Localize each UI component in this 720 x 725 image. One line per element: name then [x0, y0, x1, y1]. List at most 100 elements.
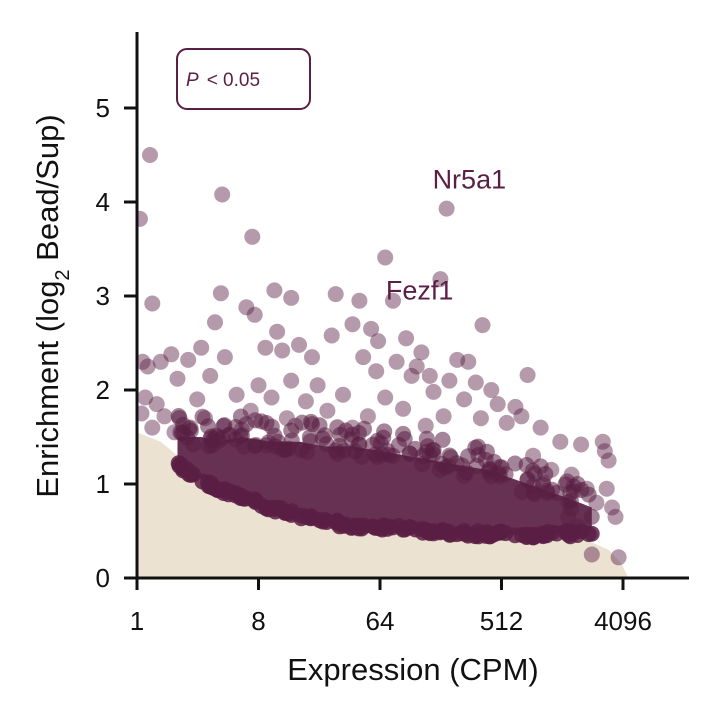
data-point [594, 433, 611, 450]
data-point [489, 396, 506, 413]
data-point [197, 410, 213, 427]
data-point [344, 419, 361, 436]
data-point [323, 327, 340, 344]
y-axis-label-main: Enrichment (log [30, 281, 65, 498]
data-point [363, 320, 380, 337]
data-point [456, 391, 473, 408]
annotations: Nr5a1 Fezf1 [386, 165, 506, 306]
data-point [507, 527, 523, 544]
y-axis-label: Enrichment (log2 Bead/Sup) [30, 114, 74, 497]
y-axis-label-tail: Bead/Sup) [30, 114, 65, 269]
y-axis-label-subscript: 2 [52, 269, 74, 280]
data-point [263, 418, 280, 435]
data-point [304, 349, 320, 366]
data-point [250, 377, 267, 394]
data-point [417, 417, 434, 434]
data-point [185, 436, 202, 453]
data-point [379, 442, 396, 459]
data-point [583, 546, 600, 563]
data-point [543, 461, 560, 478]
data-point [583, 508, 600, 525]
data-point [425, 383, 442, 400]
data-point [246, 306, 263, 323]
data-point [327, 286, 344, 303]
nonsignificant-points [137, 432, 629, 578]
data-point [144, 419, 161, 436]
nonsignificant-region [137, 432, 629, 578]
data-point [344, 316, 361, 333]
x-tick-label: 512 [480, 606, 523, 636]
data-point [193, 339, 210, 356]
data-point [266, 282, 283, 299]
data-point [413, 344, 430, 361]
data-point [152, 353, 169, 370]
data-point [269, 323, 286, 340]
data-point [355, 349, 372, 366]
data-point [408, 358, 425, 375]
data-point [560, 508, 577, 525]
gene-annotation-nr5a1: Nr5a1 [433, 165, 507, 195]
data-point [309, 377, 326, 394]
data-point [174, 459, 190, 476]
data-point [474, 317, 491, 334]
data-point [596, 443, 613, 460]
data-point [449, 351, 466, 368]
data-point [238, 416, 255, 433]
data-point [182, 419, 199, 436]
legend-text: < 0.05 [207, 70, 260, 91]
data-point [370, 333, 387, 350]
data-point [376, 518, 393, 535]
data-point [169, 370, 186, 387]
data-point [242, 402, 259, 419]
data-point [283, 372, 300, 389]
data-point [442, 449, 459, 466]
data-point [273, 441, 290, 457]
data-point [319, 402, 336, 419]
data-point [376, 423, 393, 440]
data-point [136, 210, 148, 227]
data-point [291, 336, 307, 353]
data-point [388, 353, 405, 370]
x-tick-label: 1 [130, 606, 144, 636]
data-point [163, 346, 180, 363]
y-tick-label: 3 [96, 281, 110, 311]
data-point [273, 500, 290, 517]
data-point [467, 374, 484, 391]
data-point [136, 353, 151, 370]
data-point [257, 339, 274, 356]
data-point [215, 429, 232, 446]
data-point [539, 485, 556, 501]
data-point [491, 467, 508, 484]
data-point [274, 342, 291, 359]
data-point [200, 418, 217, 435]
data-point [350, 436, 367, 453]
legend-symbol: P [186, 70, 199, 91]
data-point [578, 480, 595, 497]
data-point [598, 480, 615, 497]
data-point [139, 358, 156, 375]
data-point [189, 391, 206, 408]
data-point [403, 367, 420, 384]
data-point [432, 271, 449, 288]
data-point [385, 292, 401, 309]
y-ticks: 0 1 2 3 4 5 [96, 93, 137, 593]
data-point [425, 525, 442, 542]
y-tick-label: 5 [96, 93, 110, 123]
data-point [278, 410, 295, 427]
data-point [458, 526, 475, 543]
data-point [402, 519, 418, 535]
data-point [137, 389, 154, 406]
data-point [395, 400, 412, 417]
data-point [142, 147, 158, 163]
data-point [368, 363, 385, 380]
data-point [441, 372, 458, 389]
data-point [236, 438, 253, 455]
data-point [470, 447, 487, 463]
x-tick-label: 4096 [594, 606, 652, 636]
data-point [170, 408, 187, 424]
data-point [483, 382, 500, 398]
y-tick-label: 0 [96, 563, 110, 593]
data-point [144, 295, 161, 312]
data-point [207, 314, 223, 331]
